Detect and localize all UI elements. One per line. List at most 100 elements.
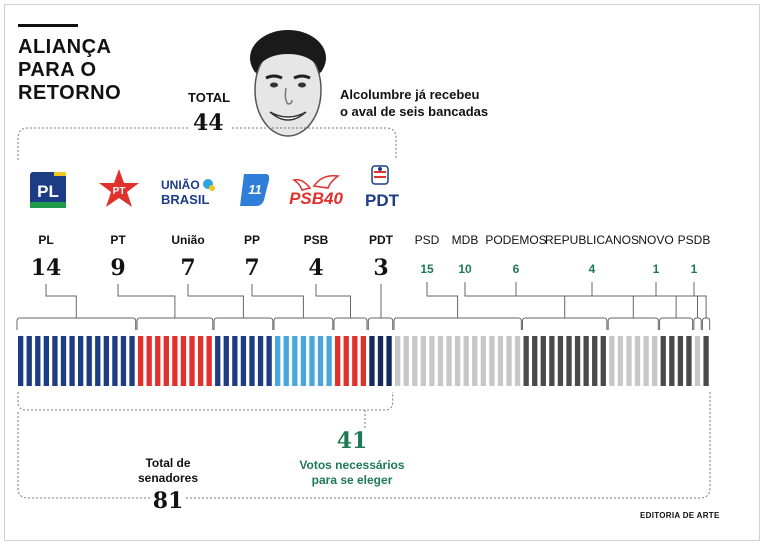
credit: EDITORIA DE ARTE	[640, 511, 720, 520]
seat-psd	[412, 336, 418, 386]
psb-logo-text: PSB40	[289, 189, 343, 208]
seat-uniao	[249, 336, 255, 386]
seat-pt	[172, 336, 178, 386]
seat-republicanos	[669, 336, 675, 386]
party-value-pdt: 3	[373, 255, 389, 281]
brasil-logo-text: BRASIL	[161, 192, 209, 207]
seat-pl	[43, 336, 50, 386]
votes-needed-line-2: para se eleger	[311, 473, 393, 487]
seat-psd	[489, 336, 495, 386]
title-line-1: ALIANÇA	[18, 36, 112, 58]
pdt-logo: PDT	[365, 165, 400, 210]
seat-psd	[454, 336, 461, 386]
seat-mdb	[583, 336, 589, 386]
dotted-outlines	[17, 127, 711, 499]
votes-needed-line-1: Votos necessários	[299, 458, 405, 472]
pt-logo-text: PT	[113, 186, 126, 197]
uniao-brasil-logo: UNIÃO BRASIL	[161, 177, 215, 207]
leader-pp	[251, 284, 304, 318]
seat-uniao	[240, 336, 247, 386]
leader-novo	[655, 282, 698, 318]
seat-mdb	[557, 336, 564, 386]
party-value-republicanos: 4	[588, 262, 596, 276]
seat-uniao	[257, 336, 264, 386]
bracket-podemos	[607, 317, 659, 330]
seat-pl	[120, 336, 127, 386]
party-label-pdt: PDT	[369, 233, 393, 247]
votes-needed-label: Votos necessários para se eleger	[272, 458, 432, 488]
seat-psd	[497, 336, 504, 386]
psb-logo: PSB40	[289, 174, 343, 208]
seat-pt	[155, 336, 161, 386]
seat-mdb	[532, 336, 538, 386]
seat-pl	[95, 336, 101, 386]
seat-mdb	[566, 336, 572, 386]
seat-pl	[86, 336, 92, 386]
party-value-novo: 1	[652, 262, 660, 276]
party-label-psb: PSB	[303, 233, 329, 247]
party-value-pt: 9	[110, 255, 126, 281]
seat-pp	[275, 336, 281, 386]
seat-pl	[52, 336, 58, 386]
pl-logo: PL	[30, 172, 66, 208]
seat-psb	[343, 336, 349, 386]
leader-psb	[315, 284, 351, 318]
party-label-novo: NOVO	[638, 233, 674, 247]
seat-mdb	[600, 336, 606, 386]
bracket-mdb	[522, 317, 608, 330]
uniao-logo-text: UNIÃO	[161, 177, 200, 192]
label-leaders	[45, 282, 707, 318]
seat-podemos	[609, 336, 615, 386]
party-label-uniao: União	[171, 233, 205, 247]
seat-pdt	[386, 336, 392, 386]
seat-pl	[26, 336, 32, 386]
seat-uniao	[223, 336, 229, 386]
party-value-mdb: 10	[458, 262, 472, 276]
total-senators-value: 81	[152, 488, 184, 514]
alliance-total-label: TOTAL	[188, 90, 231, 105]
seat-pt	[146, 336, 152, 386]
leader-pt	[117, 284, 176, 318]
seat-pp	[283, 336, 289, 386]
bracket-pt	[136, 317, 214, 330]
seat-pp	[317, 336, 324, 386]
leader-pl	[45, 284, 77, 318]
party-value-podemos: 6	[512, 262, 520, 276]
party-label-podemos: PODEMOS	[485, 233, 547, 247]
seat-pt	[163, 336, 169, 386]
seat-pp	[326, 336, 332, 386]
seat-psd	[506, 336, 512, 386]
bracket-psb	[333, 317, 368, 330]
seat-mdb	[523, 336, 529, 386]
seat-psb	[335, 336, 341, 386]
bracket-uniao	[213, 317, 274, 330]
party-value-psb: 4	[308, 255, 324, 281]
bracket-novo	[693, 317, 702, 330]
quote: Alcolumbre já recebeu o aval de seis ban…	[340, 86, 488, 120]
graphic-title: ALIANÇA PARA O RETORNO	[18, 36, 121, 105]
pt-logo: PT	[99, 169, 139, 207]
party-label-pt: PT	[110, 233, 126, 247]
seat-pp	[292, 336, 298, 386]
seat-uniao	[215, 336, 221, 386]
bracket-psdb	[701, 317, 711, 330]
alliance-dotted-outline	[17, 127, 397, 160]
seat-podemos	[643, 336, 649, 386]
votes-needed-value: 41	[336, 428, 368, 454]
seat-pl	[18, 336, 24, 386]
bracket-republicanos	[659, 317, 694, 330]
leader-psd	[426, 282, 459, 318]
seat-psb	[352, 336, 358, 386]
seat-mdb	[592, 336, 598, 386]
seat-pdt	[369, 336, 375, 386]
party-label-psdb: PSDB	[677, 233, 711, 247]
total-senators-line-2: senadores	[137, 471, 199, 485]
seat-republicanos	[660, 336, 666, 386]
alliance-bottom-bracket	[17, 392, 394, 411]
party-label-republicanos: REPUBLICANOS	[544, 233, 640, 247]
party-value-pp: 7	[244, 255, 260, 281]
party-label-pl: PL	[38, 233, 54, 247]
seat-pt	[189, 336, 195, 386]
seat-mdb	[574, 336, 581, 386]
party-brackets	[16, 317, 711, 330]
